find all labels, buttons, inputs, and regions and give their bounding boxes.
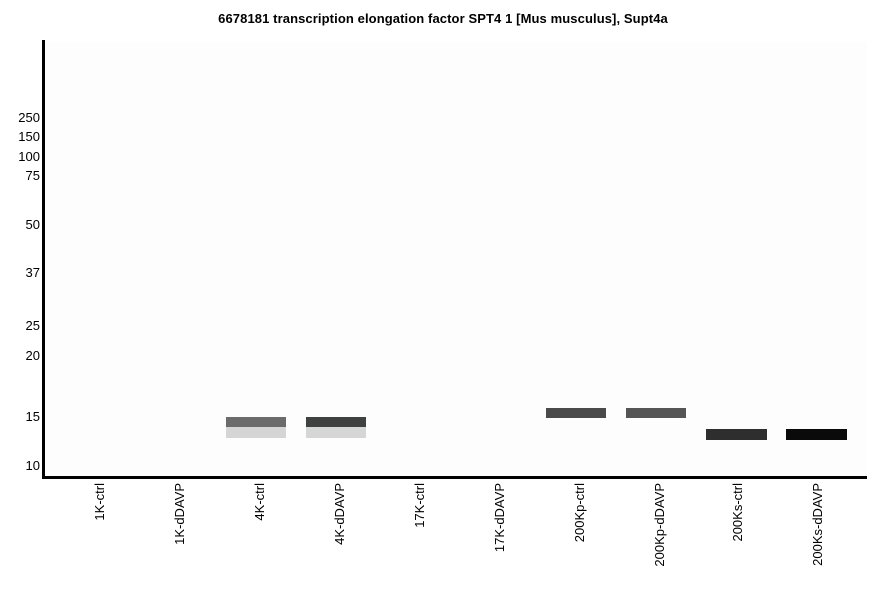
y-tick-label: 15 [25,409,40,424]
x-lane-label: 200Kp-dDAVP [652,483,667,567]
y-tick-label: 250 [18,110,40,125]
x-lane-label: 1K-dDAVP [172,483,187,545]
plot-panel [44,42,867,476]
y-tick-label: 10 [25,458,40,473]
y-tick-label: 100 [18,149,40,164]
protein-band [785,429,847,440]
protein-band [306,427,366,438]
y-tick-label: 50 [25,217,40,232]
x-lane-label: 4K-dDAVP [332,483,347,545]
y-tick-label: 150 [18,129,40,144]
protein-band [546,408,606,418]
x-lane-label: 4K-ctrl [252,483,267,521]
x-lane-label: 200Ks-dDAVP [810,483,825,566]
x-lane-label: 1K-ctrl [92,483,107,521]
protein-band [626,408,686,418]
y-tick-label: 25 [25,318,40,333]
protein-band [306,417,366,427]
x-lane-label: 200Ks-ctrl [730,483,745,542]
y-tick-label: 20 [25,348,40,363]
x-lane-label: 200Kp-ctrl [572,483,587,543]
x-lane-label: 17K-dDAVP [492,483,507,553]
protein-band [705,429,767,440]
protein-band [226,417,286,427]
x-axis-line [42,476,867,479]
chart-title: 6678181 transcription elongation factor … [218,11,668,26]
y-axis-line [42,40,45,479]
y-tick-label: 75 [25,168,40,183]
x-lane-label: 17K-ctrl [412,483,427,528]
protein-band [226,427,286,438]
y-tick-label: 37 [25,265,40,280]
